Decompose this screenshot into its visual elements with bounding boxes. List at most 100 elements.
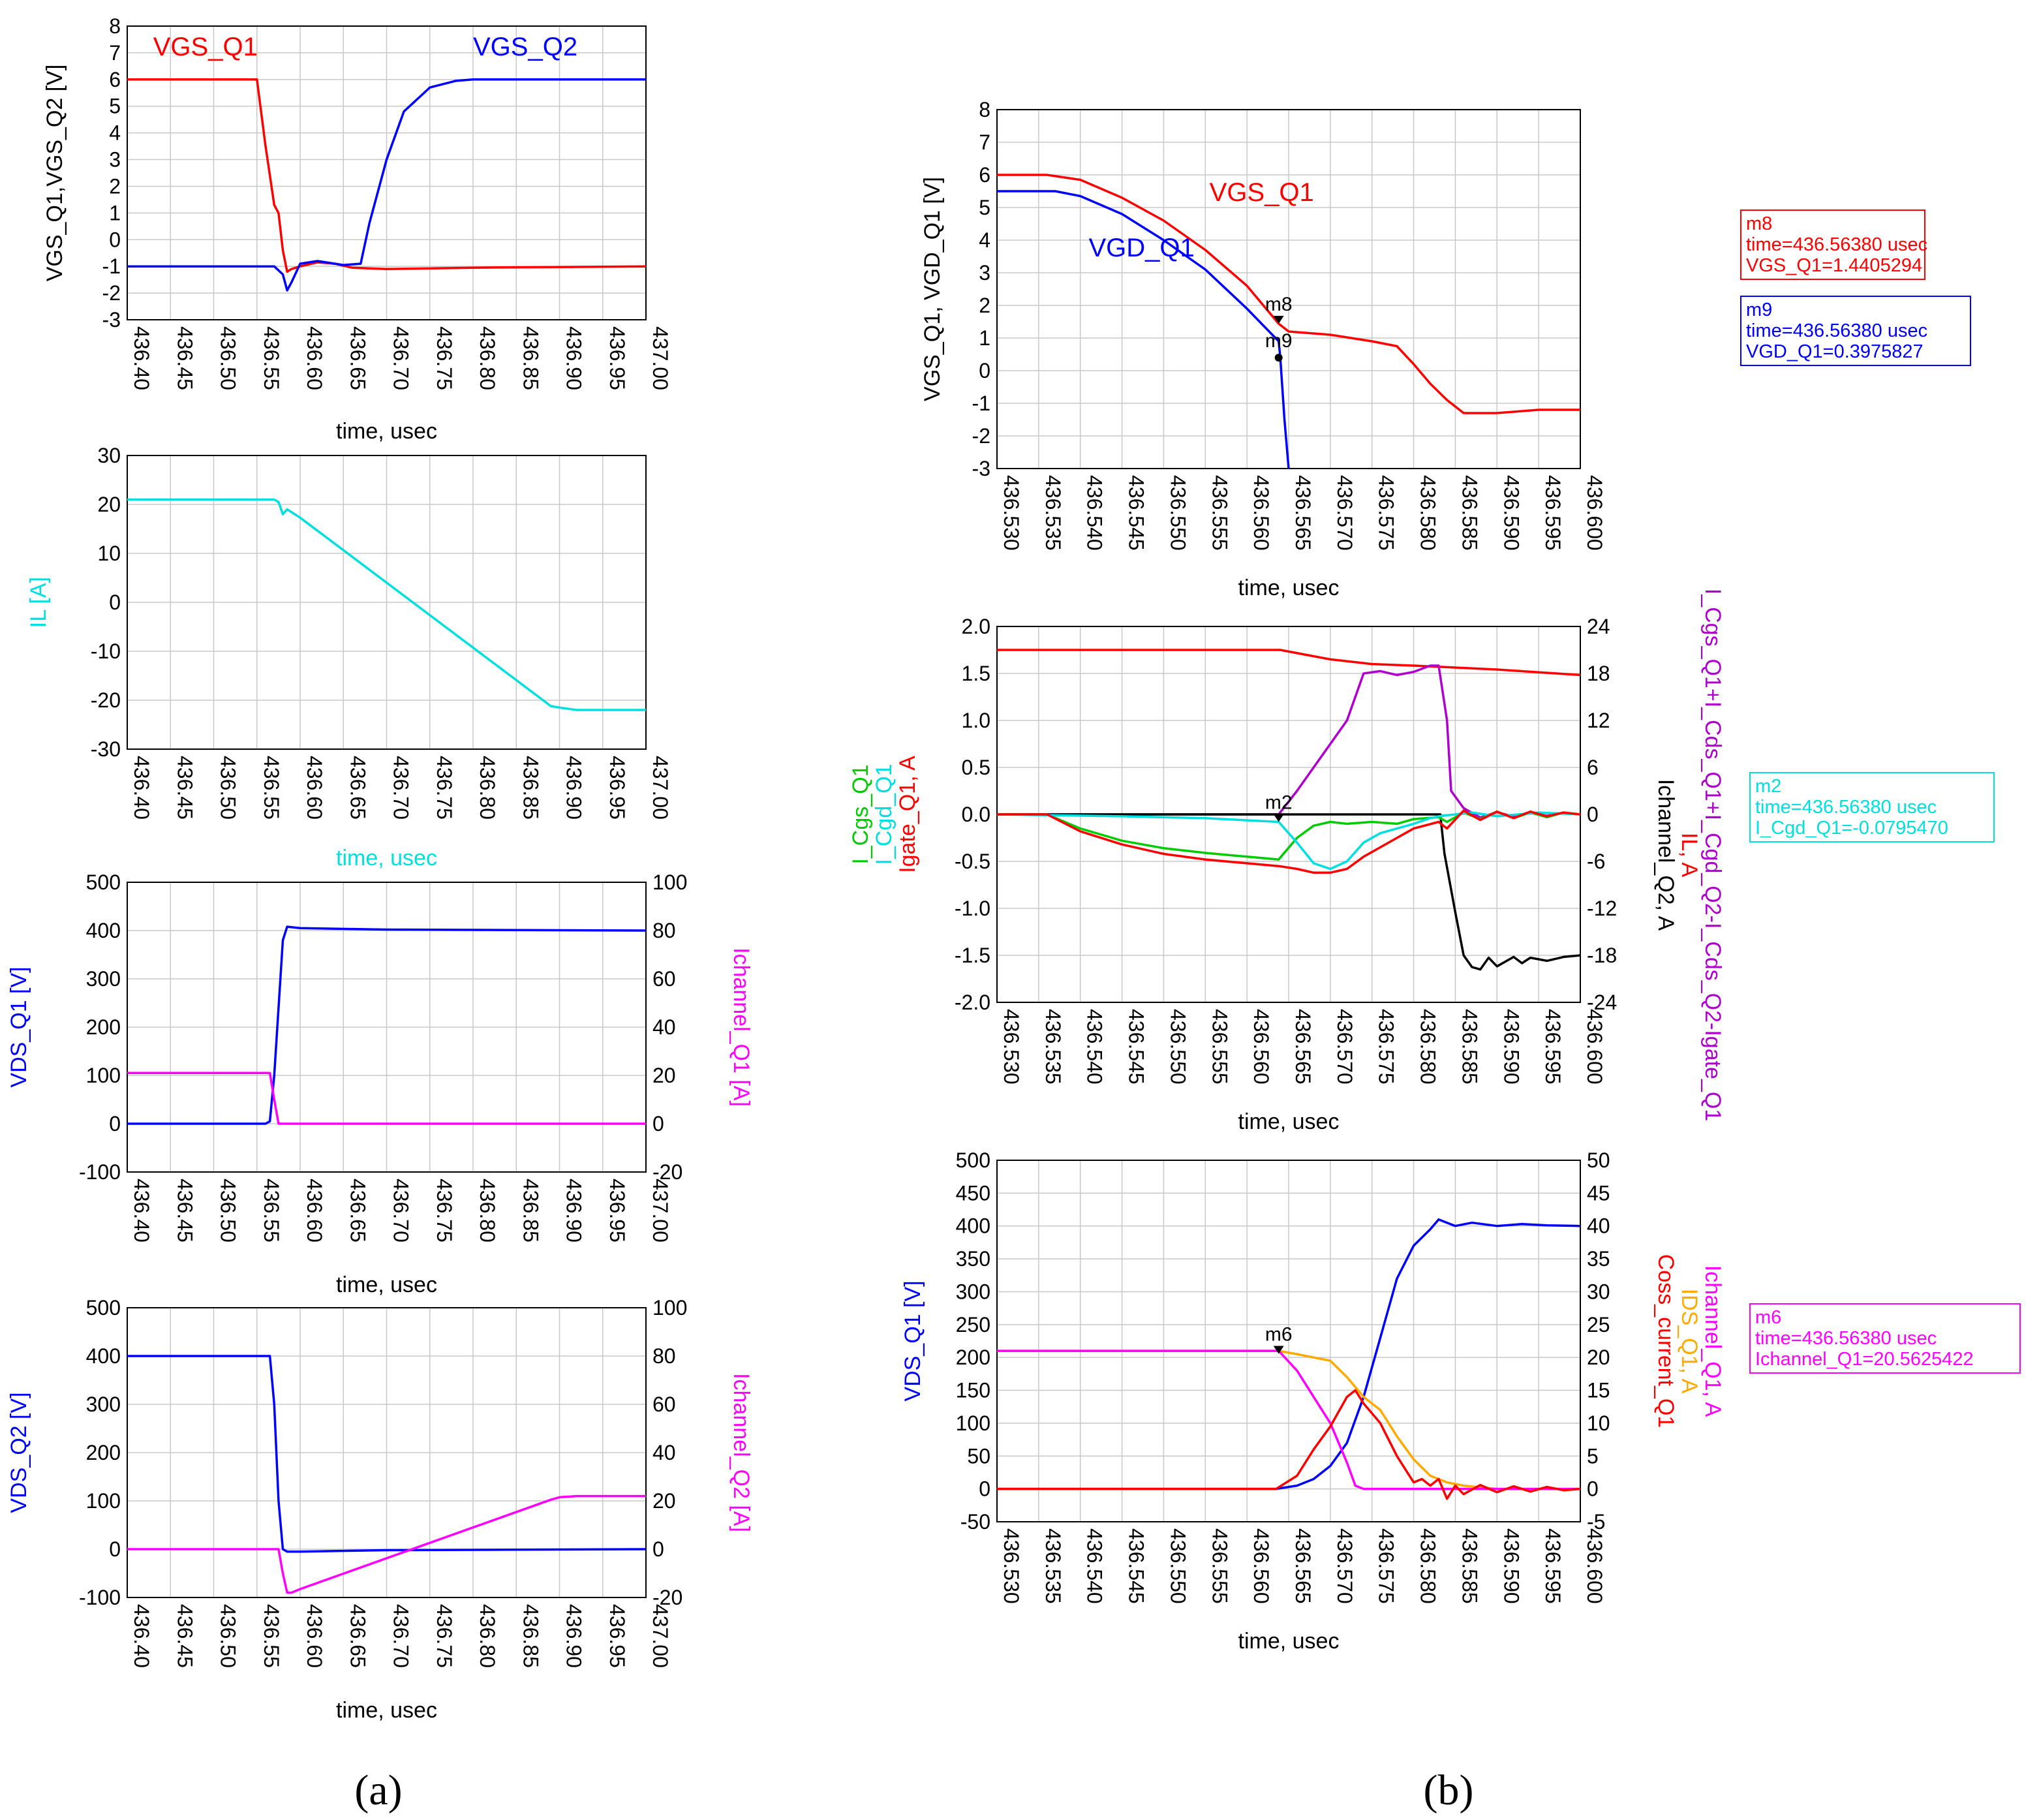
y-tick-label: 3 [979, 261, 990, 285]
y-tick-label: -2 [972, 424, 990, 448]
x-tick-label: 436.65 [346, 1604, 369, 1668]
x-tick-label: 436.95 [606, 326, 629, 390]
x-tick-label: 436.560 [1249, 1009, 1273, 1085]
y2-tick-label: 80 [652, 919, 676, 942]
y2-axis-title: IDS_Q1, A [1677, 1289, 1702, 1394]
plot-frame [127, 882, 647, 1173]
x-tick-label: 436.535 [1041, 1528, 1065, 1604]
y2-tick-label: 0 [652, 1537, 664, 1561]
y-tick-label: 250 [956, 1313, 990, 1336]
y-tick-label: 0 [109, 591, 121, 614]
marker-symbol [1274, 354, 1283, 362]
series-annotation: VGS_Q1 [1210, 178, 1314, 207]
y-tick-label: 1.5 [962, 662, 990, 685]
x-tick-label: 436.75 [433, 1179, 456, 1242]
x-tick-label: 436.600 [1583, 1528, 1606, 1604]
y2-tick-label: 50 [1587, 1149, 1610, 1172]
chart-b3: 436.530 436.535 436.540 436.545 436.550 436.5… [900, 1149, 1725, 1654]
y2-tick-label: 20 [652, 1489, 676, 1513]
series-annotation: VGD_Q1 [1088, 234, 1194, 262]
y-tick-label: 0 [109, 1537, 121, 1561]
x-tick-label: 436.535 [1041, 475, 1065, 551]
y2-axis-title: Coss_current_Q1 [1653, 1254, 1678, 1428]
y-tick-label: 0 [109, 228, 121, 251]
y2-tick-label: 35 [1587, 1247, 1610, 1271]
readout-line: VGS_Q1=1.4405294 [1746, 255, 1922, 276]
x-tick-label: 436.90 [562, 1604, 586, 1668]
x-tick-label: 436.565 [1291, 1009, 1315, 1085]
y-tick-label: -1.0 [955, 897, 990, 920]
x-tick-label: 436.540 [1083, 1009, 1107, 1085]
x-tick-label: 436.555 [1208, 1009, 1231, 1085]
y-tick-label: 7 [109, 41, 121, 65]
series-annotation: VGS_Q1 [153, 33, 258, 61]
x-tick-label: 436.565 [1291, 475, 1315, 551]
y2-axis-title: I_Cgs_Q1+I_Cds_Q1+I_Cgd_Q2-I_Cds_Q2-Igat… [1700, 589, 1725, 1121]
x-tick-label: 436.585 [1458, 1009, 1481, 1085]
y-tick-label: 300 [86, 1393, 121, 1416]
x-tick-label: 436.530 [1000, 1009, 1023, 1085]
chart-a1: 436.40 436.45 436.50 436.55 436.60 436.65 436.… [42, 14, 672, 444]
marker-symbol [1273, 315, 1284, 324]
y2-tick-label: -18 [1587, 944, 1617, 967]
x-tick-label: 436.45 [173, 326, 196, 390]
plot-frame [127, 455, 647, 750]
x-tick-label: 436.40 [130, 1179, 153, 1242]
x-tick-label: 436.95 [606, 756, 629, 820]
readout-line: time=436.56380 usec [1746, 320, 1927, 341]
x-tick-label: 436.65 [346, 756, 369, 820]
x-tick-label: 436.85 [519, 326, 542, 390]
y-tick-label: 0.0 [962, 803, 990, 826]
readout-line: time=436.56380 usec [1755, 1328, 1937, 1349]
y2-tick-label: 40 [652, 1015, 676, 1039]
x-tick-label: 436.50 [217, 326, 240, 390]
readout-box [1740, 296, 1971, 366]
y-tick-label: -20 [91, 688, 121, 712]
y2-tick-label: -20 [652, 1160, 682, 1184]
plot-frame [996, 1160, 1581, 1522]
readout-line: time=436.56380 usec [1755, 797, 1937, 818]
y-tick-label: 5 [109, 95, 121, 118]
y2-tick-label: -5 [1587, 1510, 1605, 1534]
x-tick-label: 436.530 [1000, 475, 1023, 551]
y-axis-title: VDS_Q1 [V] [7, 966, 31, 1087]
plot-frame [127, 25, 647, 320]
chart-b1: 436.530 436.535 436.540 436.545 436.550 436.5… [920, 98, 1606, 600]
x-tick-label: 436.590 [1499, 1009, 1523, 1085]
series-line-VGS_Q1 [127, 78, 647, 273]
y-tick-label: 450 [956, 1181, 990, 1205]
x-tick-label: 437.00 [649, 326, 672, 390]
series-line-VGS_Q1 [997, 174, 1580, 414]
x-tick-label: 436.75 [433, 756, 456, 820]
y-tick-label: 200 [86, 1441, 121, 1464]
marker-label: m8 [1265, 294, 1293, 315]
y-axis-title: Igate_Q1, A [895, 756, 920, 873]
y-tick-label: 30 [97, 444, 121, 467]
y2-axis-title: Ichannel_Q2, A [1653, 779, 1678, 931]
series-line-Ichannel_Q2 [997, 813, 1581, 971]
y-tick-label: 200 [86, 1015, 121, 1039]
x-tick-label: 436.60 [303, 756, 326, 820]
x-tick-label: 436.580 [1417, 1528, 1440, 1604]
x-tick-label: 436.50 [217, 1179, 240, 1242]
x-tick-label: 436.60 [303, 326, 326, 390]
y-tick-label: 4 [979, 228, 990, 252]
y-tick-label: 200 [956, 1346, 990, 1369]
marker-symbol [1273, 814, 1284, 822]
x-tick-label: 436.585 [1458, 475, 1481, 551]
series-line-IL [997, 649, 1581, 677]
y-tick-label: 4 [109, 121, 121, 145]
y-tick-label: 400 [86, 919, 121, 942]
y2-tick-label: 0 [1587, 1477, 1599, 1501]
y-tick-label: 100 [956, 1411, 990, 1435]
x-tick-label: 436.65 [346, 1179, 369, 1242]
y-axis-title: VDS_Q2 [V] [7, 1392, 31, 1513]
y-tick-label: 50 [967, 1444, 990, 1468]
series-line-VDS_Q1 [997, 1218, 1581, 1490]
x-tick-label: 436.40 [130, 326, 153, 390]
y2-tick-label: -20 [652, 1586, 682, 1609]
plot-frame [127, 1307, 647, 1598]
x-tick-label: 436.50 [217, 1604, 240, 1668]
x-tick-label: 436.70 [390, 756, 413, 820]
x-tick-label: 436.570 [1333, 1009, 1357, 1085]
